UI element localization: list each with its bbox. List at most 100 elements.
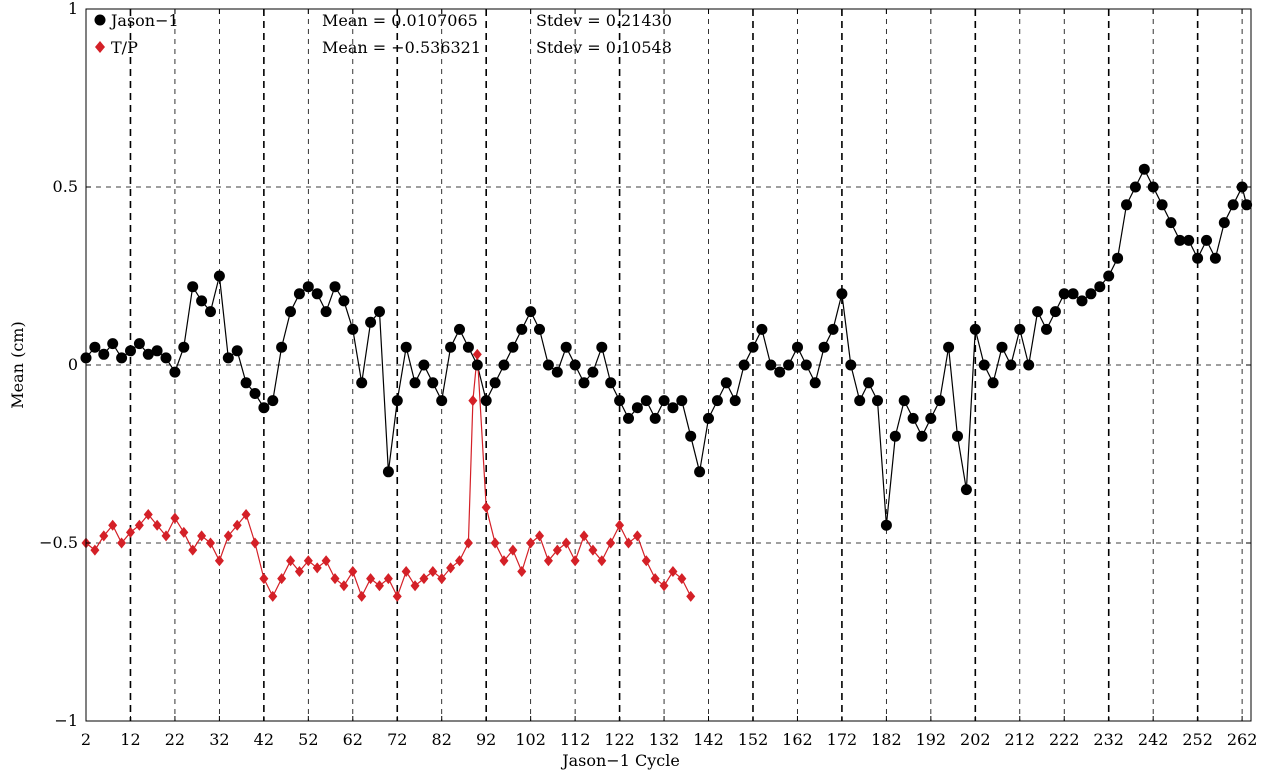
jason-point-140: [694, 466, 706, 478]
tp-point-32: [214, 555, 224, 567]
tp-point-88: [463, 537, 473, 549]
jason-point-234: [1112, 252, 1124, 264]
jason-point-186: [898, 395, 910, 407]
jason-point-214: [1023, 359, 1035, 371]
jason-point-50: [293, 288, 305, 300]
jason-point-238: [1129, 181, 1141, 193]
tp-point-48: [286, 555, 296, 567]
jason-point-262: [1236, 181, 1248, 193]
tp-point-16: [143, 509, 153, 521]
tp-point-112: [570, 555, 580, 567]
tp-point-92: [481, 501, 491, 513]
x-tick-label-222: 222: [1049, 730, 1080, 749]
tp-point-114: [579, 530, 589, 542]
jason-point-212: [1014, 323, 1026, 335]
legend-marker-jason: [94, 14, 106, 26]
jason-point-64: [356, 377, 368, 389]
x-tick-label-82: 82: [432, 730, 452, 749]
y-tick-label--1: −1: [54, 711, 78, 730]
jason-point-142: [703, 412, 714, 424]
x-tick-label-32: 32: [209, 730, 229, 749]
jason-point-28: [196, 295, 208, 307]
tp-point-12: [125, 526, 135, 538]
jason-point-220: [1049, 306, 1061, 318]
x-tick-label-192: 192: [916, 730, 947, 749]
tp-point-90: [472, 348, 482, 360]
x-tick-label-102: 102: [515, 730, 546, 749]
tp-point-66: [366, 573, 376, 585]
tp-point-120: [606, 537, 616, 549]
tp-mean-annotation: Mean = −0.536321: [322, 38, 481, 57]
jason-point-118: [596, 341, 608, 353]
stats-annotations: Mean = 0.0107065 Stdev = 0.21430 Mean = …: [322, 11, 672, 57]
jason-point-226: [1076, 295, 1088, 307]
jason-point-20: [160, 352, 172, 364]
tp-point-20: [161, 530, 171, 542]
x-tick-label-202: 202: [960, 730, 991, 749]
x-tick-label-142: 142: [693, 730, 724, 749]
jason-point-76: [409, 377, 421, 389]
jason-point-14: [133, 338, 145, 350]
jason-point-122: [614, 395, 626, 407]
tp-point-60: [339, 580, 349, 592]
tp-point-22: [170, 512, 180, 524]
jason-point-172: [836, 288, 848, 300]
tp-point-96: [499, 555, 509, 567]
jason-point-260: [1227, 199, 1239, 211]
jason-point-180: [872, 395, 883, 407]
x-tick-label-232: 232: [1093, 730, 1124, 749]
tp-point-56: [321, 555, 331, 567]
tp-point-24: [179, 526, 189, 538]
tp-point-116: [588, 544, 598, 556]
jason-point-222: [1058, 288, 1070, 300]
x-tick-label-122: 122: [604, 730, 635, 749]
jason-point-30: [205, 306, 216, 318]
tp-point-76: [410, 580, 420, 592]
jason-point-80: [427, 377, 439, 389]
x-axis-ticks: 2 12 22 32 42 52 62 72 82 92 102 112 122 132 142 152 162…: [81, 9, 1257, 749]
y-axis-label: Mean (cm): [8, 321, 27, 408]
tp-point-40: [250, 537, 260, 549]
jason-point-134: [667, 402, 679, 414]
jason-point-174: [845, 359, 857, 371]
tp-point-74: [401, 565, 411, 577]
x-tick-label-12: 12: [120, 730, 140, 749]
jason-point-98: [507, 341, 519, 353]
grid: [86, 9, 1251, 721]
jason-point-126: [631, 402, 643, 414]
jason-point-100: [516, 323, 528, 335]
x-tick-label-52: 52: [298, 730, 318, 749]
jason-point-136: [676, 395, 688, 407]
jason-mean-annotation: Mean = 0.0107065: [322, 11, 478, 30]
tp-point-110: [561, 537, 571, 549]
tp-point-8: [108, 519, 118, 531]
jason-point-258: [1218, 217, 1230, 229]
x-tick-label-62: 62: [343, 730, 363, 749]
jason-point-132: [658, 395, 670, 407]
tp-point-122: [615, 519, 625, 531]
tp-point-134: [668, 565, 678, 577]
jason-point-138: [685, 430, 697, 442]
x-tick-label-262: 262: [1227, 730, 1258, 749]
jason-point-70: [382, 466, 394, 478]
tp-point-138: [686, 590, 696, 602]
jason-point-192: [925, 412, 937, 424]
jason-point-62: [347, 323, 359, 335]
legend-marker-tp: [95, 41, 105, 53]
jason-point-104: [534, 323, 545, 335]
jason-point-120: [605, 377, 617, 389]
tp-point-36: [232, 519, 242, 531]
y-tick-label-0: 0: [68, 355, 78, 374]
tp-point-26: [188, 544, 198, 556]
jason-point-110: [560, 341, 572, 353]
x-tick-label-72: 72: [387, 730, 407, 749]
jason-point-263: [1241, 199, 1253, 211]
jason-point-240: [1138, 163, 1150, 175]
tp-point-82: [437, 573, 447, 585]
tp-point-10: [117, 537, 127, 549]
jason-point-108: [551, 366, 563, 378]
jason-point-6: [98, 348, 110, 360]
x-tick-label-252: 252: [1182, 730, 1213, 749]
jason-point-90: [471, 359, 483, 371]
